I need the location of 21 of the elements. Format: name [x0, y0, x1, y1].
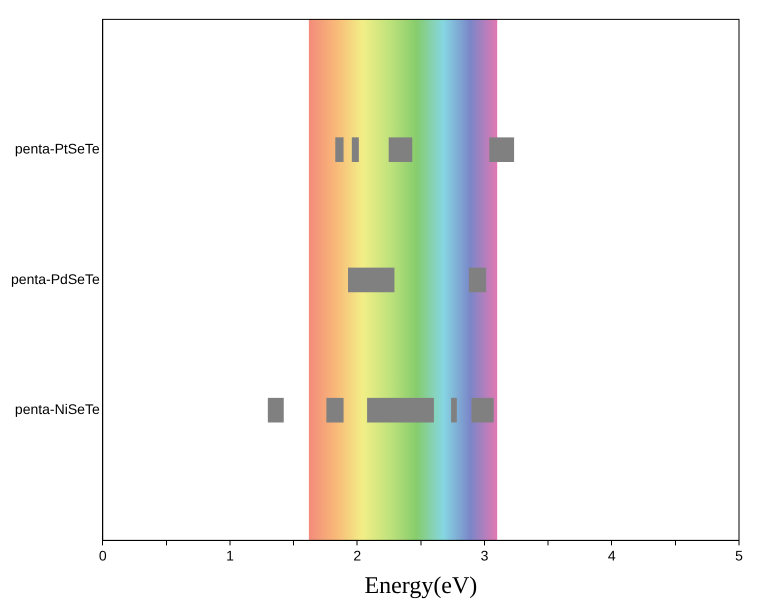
bar	[388, 137, 412, 162]
bar	[326, 398, 344, 422]
bar	[352, 137, 359, 162]
bar	[348, 268, 394, 292]
bar	[489, 137, 514, 162]
x-tick-label: 5	[735, 548, 744, 564]
bar	[468, 268, 486, 292]
x-tick-label: 4	[608, 548, 616, 564]
x-tick-label: 0	[98, 548, 107, 564]
x-tick-label: 3	[480, 548, 489, 564]
x-axis-title: Energy(eV)	[364, 572, 478, 599]
y-tick-label: penta-PdSeTe	[10, 270, 100, 287]
bar	[451, 398, 457, 422]
bar	[471, 398, 494, 422]
bar	[367, 398, 434, 422]
x-tick-label: 1	[226, 548, 234, 564]
y-tick-label: penta-NiSeTe	[14, 401, 100, 418]
bar	[335, 137, 344, 162]
bar	[268, 398, 284, 422]
x-tick-label: 2	[353, 548, 362, 564]
y-tick-label: penta-PtSeTe	[14, 140, 100, 157]
